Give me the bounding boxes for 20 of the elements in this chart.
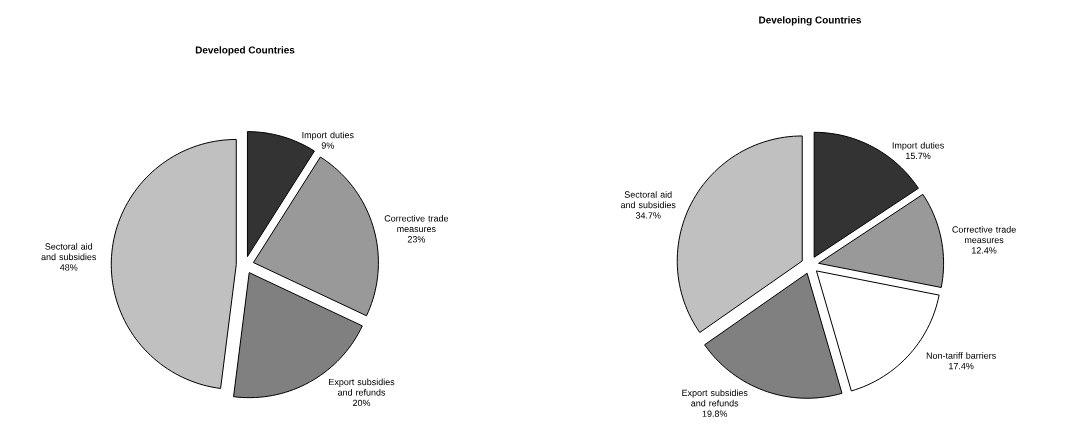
data-label: 17.4% [949, 363, 974, 370]
data-label: 15.7% [906, 152, 931, 160]
slice-label: Import duties [892, 141, 944, 151]
slice-label: Export subsidies and refunds [682, 389, 748, 407]
data-label: 9% [321, 142, 334, 149]
data-label: 34.7% [635, 212, 661, 219]
chart-title: Developed Countries [195, 46, 295, 56]
slice-label: Corrective trade measures [952, 226, 1016, 244]
slice-label: Export subsidies and refunds [329, 378, 395, 396]
data-label: 23% [407, 236, 426, 243]
data-label: 19.8% [702, 410, 728, 417]
slice-label: Import duties [302, 131, 354, 140]
slice-label: Sectoral aid and subsidies [620, 191, 676, 209]
chart-title: Developing Countries [759, 16, 862, 26]
data-label: 20% [353, 399, 371, 407]
slice-label: Sectoral aid and subsidies [41, 243, 97, 261]
data-label: 12.4% [972, 247, 997, 254]
slice-label: Corrective trade measures [384, 214, 449, 233]
data-label: 48% [59, 264, 78, 271]
slice-label: Non-tariff barriers [926, 352, 996, 359]
